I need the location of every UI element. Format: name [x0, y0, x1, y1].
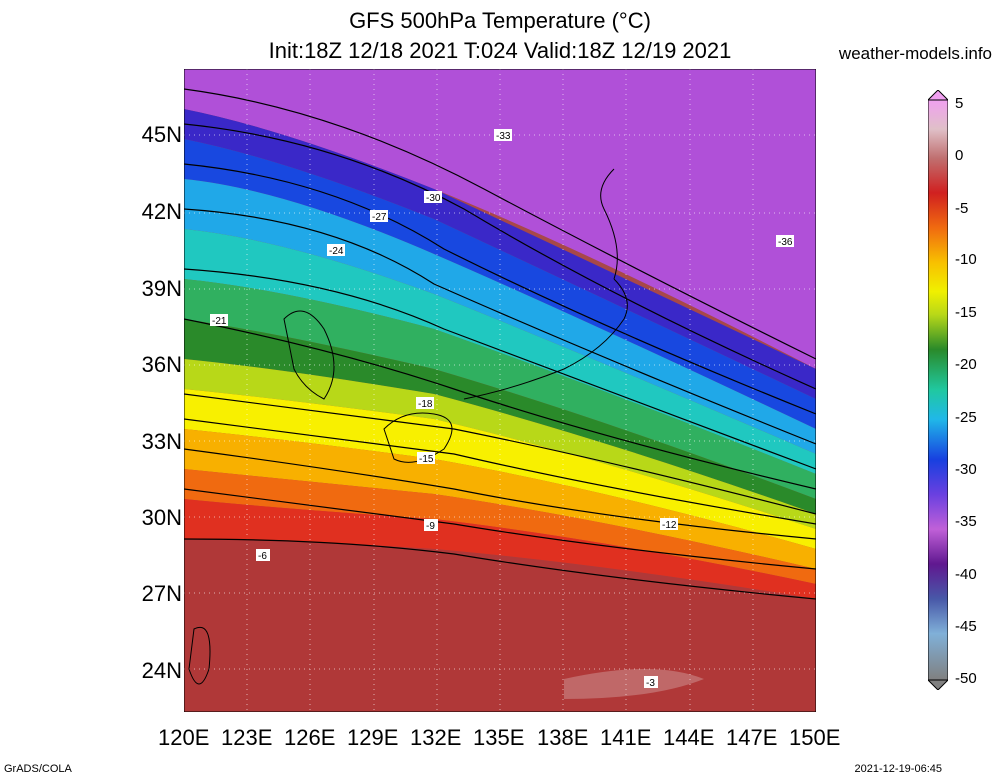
- lat-label: 30N: [141, 505, 182, 530]
- contour-label: -18: [418, 399, 433, 410]
- lat-label: 45N: [141, 122, 182, 147]
- lon-label: 150E: [789, 725, 841, 750]
- lon-label: 144E: [663, 725, 715, 750]
- contour-label: -24: [329, 246, 344, 257]
- lon-label: 123E: [221, 725, 273, 750]
- contour-label: -6: [258, 551, 267, 562]
- colorbar-label: -45: [955, 618, 977, 635]
- map-subtitle: Init:18Z 12/18 2021 T:024 Valid:18Z 12/1…: [268, 38, 732, 63]
- contour-lines: [184, 88, 816, 600]
- lon-label: 132E: [410, 725, 462, 750]
- colorbar-label: 0: [955, 147, 964, 164]
- contour-label: -36: [778, 237, 793, 248]
- colorbar-label: -5: [955, 200, 969, 217]
- contour-label: -27: [372, 212, 387, 223]
- footer-right: 2021-12-19-06:45: [854, 763, 942, 775]
- coastlines: [188, 168, 628, 685]
- colorbar-label: -15: [955, 304, 977, 321]
- colorbar-label: -40: [955, 566, 977, 583]
- colorbar-label: -30: [955, 461, 977, 478]
- lon-label: 129E: [347, 725, 399, 750]
- lon-label: 126E: [284, 725, 336, 750]
- lon-label: 120E: [158, 725, 210, 750]
- lat-label: 36N: [141, 352, 182, 377]
- contour-label: -21: [212, 316, 227, 327]
- colorbar: [928, 90, 948, 690]
- temperature-map: -33 -30 -27 -24 -21 -18 -15 -12 -9 -6 -3…: [184, 69, 816, 712]
- footer-left: GrADS/COLA: [4, 763, 72, 775]
- contour-label: -33: [496, 131, 511, 142]
- contour-label: -3: [646, 678, 655, 689]
- colorbar-label: -50: [955, 670, 977, 687]
- colorbar-label: -10: [955, 251, 977, 268]
- lat-label: 27N: [141, 581, 182, 606]
- lat-label: 42N: [141, 199, 182, 224]
- contour-label: -9: [426, 521, 435, 532]
- contour-label: -15: [419, 454, 434, 465]
- colorbar-label: -35: [955, 513, 977, 530]
- colorbar-label: 5: [955, 95, 964, 112]
- contour-label: -30: [426, 193, 441, 204]
- lat-label: 33N: [141, 429, 182, 454]
- contour-label: -12: [662, 520, 677, 531]
- lon-label: 141E: [600, 725, 652, 750]
- lon-label: 135E: [473, 725, 525, 750]
- lon-label: 138E: [537, 725, 589, 750]
- colorbar-label: -20: [955, 356, 977, 373]
- contour-label-group: -33 -30 -27 -24 -21 -18 -15 -12 -9 -6 -3…: [210, 129, 794, 689]
- colorbar-label: -25: [955, 409, 977, 426]
- site-label: weather-models.info: [838, 44, 992, 63]
- lat-label: 24N: [141, 658, 182, 683]
- lat-label: 39N: [141, 276, 182, 301]
- map-title: GFS 500hPa Temperature (°C): [349, 8, 651, 33]
- lon-label: 147E: [726, 725, 778, 750]
